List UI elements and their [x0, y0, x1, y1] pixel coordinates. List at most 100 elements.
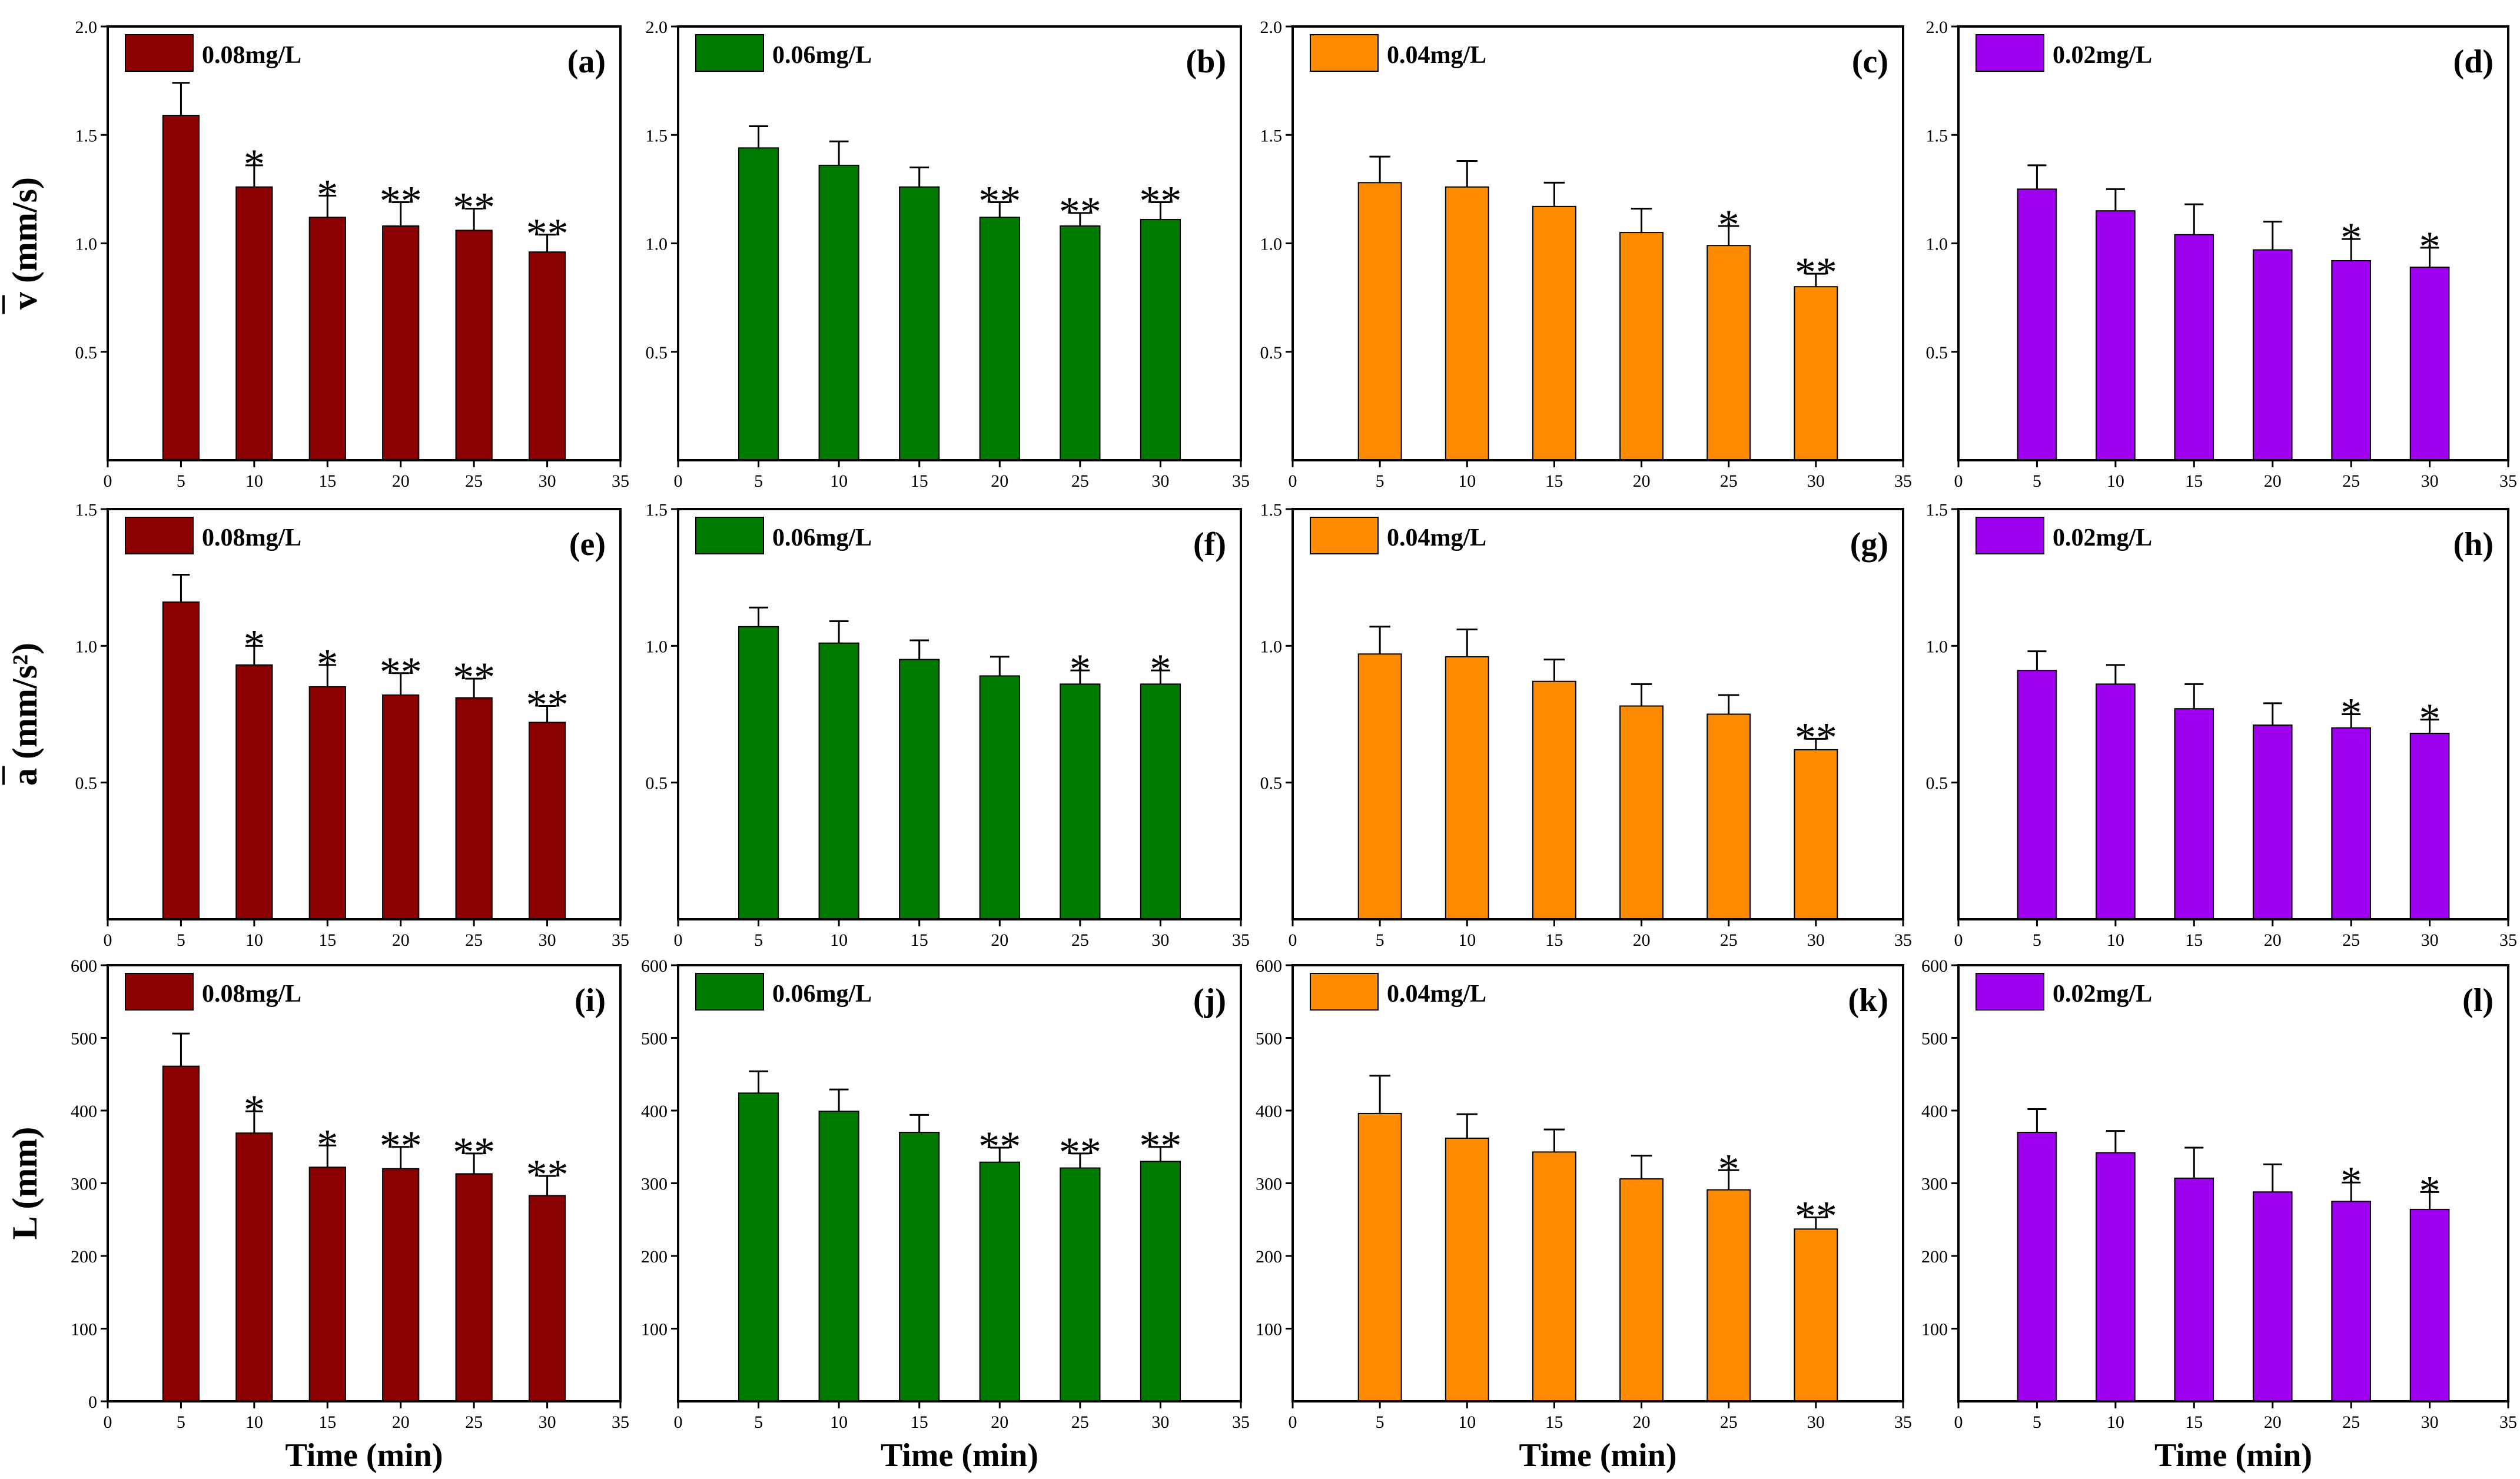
bar [2017, 188, 2057, 461]
x-tick-label: 5 [2033, 1412, 2041, 1432]
bar [979, 1161, 1020, 1402]
y-tick-label: 400 [641, 1102, 668, 1121]
y-tick-label: 1.5 [1926, 126, 1948, 145]
bar [308, 686, 346, 920]
x-tick-label: 5 [1376, 930, 1384, 950]
x-tick-label: 10 [830, 471, 848, 491]
significance-marker: * [2340, 1158, 2362, 1205]
bar [235, 1132, 273, 1402]
x-tick-label: 0 [104, 1412, 112, 1432]
y-tick-label: 200 [71, 1247, 97, 1267]
y-tick-label: 600 [71, 956, 97, 976]
y-tick-label: 1.0 [646, 637, 668, 656]
y-tick-label: 600 [641, 956, 668, 976]
bar [2409, 1208, 2450, 1402]
y-tick-label: 500 [1256, 1029, 1282, 1049]
bar [738, 147, 779, 461]
y-tick-label: 1.5 [75, 500, 98, 520]
x-tick-label: 10 [830, 1412, 848, 1432]
y-tick-label: 1.0 [646, 235, 668, 254]
legend-label: 0.06mg/L [772, 981, 872, 1008]
bar [2409, 267, 2450, 461]
significance-marker: ** [1139, 1122, 1181, 1169]
bar [818, 642, 859, 920]
legend-swatch [695, 517, 764, 554]
plot-frame [677, 508, 1242, 920]
bar [1445, 1137, 1489, 1402]
panel-letter: (i) [575, 982, 606, 1019]
x-tick-label: 5 [1376, 1412, 1384, 1432]
bar [235, 664, 273, 920]
x-axis-label: Time (min) [881, 1437, 1038, 1474]
y-axis-label: v (mm/s) [5, 177, 44, 310]
legend-label: 0.02mg/L [2053, 524, 2152, 551]
x-tick-label: 35 [1894, 930, 1912, 950]
legend-label: 0.06mg/L [772, 42, 872, 69]
bar [2252, 249, 2293, 461]
plot-frame [107, 508, 622, 920]
x-tick-label: 0 [674, 1412, 683, 1432]
y-tick-label: 1.5 [1260, 126, 1283, 145]
panel-letter: (g) [1850, 526, 1888, 563]
legend-swatch [125, 34, 194, 72]
x-tick-label: 15 [911, 930, 928, 950]
significance-marker: * [1718, 1145, 1739, 1192]
x-tick-label: 35 [612, 1412, 629, 1432]
panel-letter: (j) [1193, 982, 1226, 1019]
y-tick-label: 400 [1256, 1102, 1282, 1121]
x-axis-label: Time (min) [285, 1437, 443, 1474]
x-tick-label: 10 [1458, 471, 1476, 491]
y-tick-label: 200 [1921, 1247, 1948, 1267]
y-tick-label: 1.5 [1926, 500, 1948, 520]
x-tick-label: 35 [1894, 1412, 1912, 1432]
x-tick-label: 35 [2499, 930, 2517, 950]
legend-label: 0.08mg/L [202, 524, 301, 551]
significance-marker: ** [453, 1129, 495, 1176]
bar [2331, 1201, 2371, 1402]
x-tick-label: 5 [2033, 930, 2041, 950]
x-tick-label: 0 [1954, 930, 1963, 950]
panel-b: ** ** ** 0 5 10 15 20 25 30 35 0.5 1.0 1.5 2.0 0.06mg/L… [646, 18, 1250, 491]
bar [1357, 182, 1402, 461]
significance-marker: ** [380, 1122, 422, 1169]
x-tick-label: 25 [1071, 930, 1089, 950]
y-tick-label: 0.5 [1926, 774, 1948, 793]
panel-letter: (e) [569, 526, 606, 563]
x-tick-label: 15 [1545, 1412, 1563, 1432]
bar [818, 1111, 859, 1402]
x-tick-label: 10 [2107, 471, 2124, 491]
x-tick-label: 5 [754, 930, 763, 950]
y-tick-label: 400 [71, 1102, 97, 1121]
x-tick-label: 30 [1151, 471, 1169, 491]
bar [1060, 1167, 1101, 1402]
y-tick-label: 500 [71, 1029, 97, 1049]
bar [455, 1173, 493, 1402]
x-tick-label: 30 [1807, 930, 1825, 950]
legend-swatch [695, 34, 764, 72]
y-tick-label: 300 [71, 1175, 97, 1194]
y-tick-label: 1.5 [646, 126, 668, 145]
legend-swatch [1976, 34, 2044, 72]
plot-frame [1291, 508, 1904, 920]
x-tick-label: 25 [2342, 930, 2360, 950]
legend-label: 0.04mg/L [1387, 981, 1486, 1008]
y-tick-label: 1.5 [646, 500, 668, 520]
legend-swatch [1310, 973, 1379, 1011]
significance-marker: ** [978, 177, 1021, 224]
bar [979, 217, 1020, 461]
bar [2096, 683, 2136, 920]
x-tick-label: 15 [318, 1412, 336, 1432]
significance-marker: * [1150, 646, 1171, 693]
bar [1532, 680, 1576, 920]
x-tick-label: 15 [318, 930, 336, 950]
bar [528, 722, 566, 920]
panel-letter: (f) [1193, 526, 1226, 563]
y-tick-label: 300 [1256, 1175, 1282, 1194]
y-tick-label: 200 [1256, 1247, 1282, 1267]
legend-label: 0.04mg/L [1387, 524, 1486, 551]
x-tick-label: 20 [392, 1412, 410, 1432]
x-tick-label: 25 [465, 471, 483, 491]
x-tick-label: 10 [245, 471, 263, 491]
y-tick-label: 100 [71, 1320, 97, 1340]
panel-a: ** ** ****0 5 10 15 20 25 30 350.51.01.52.00.08mg… [2, 18, 629, 491]
